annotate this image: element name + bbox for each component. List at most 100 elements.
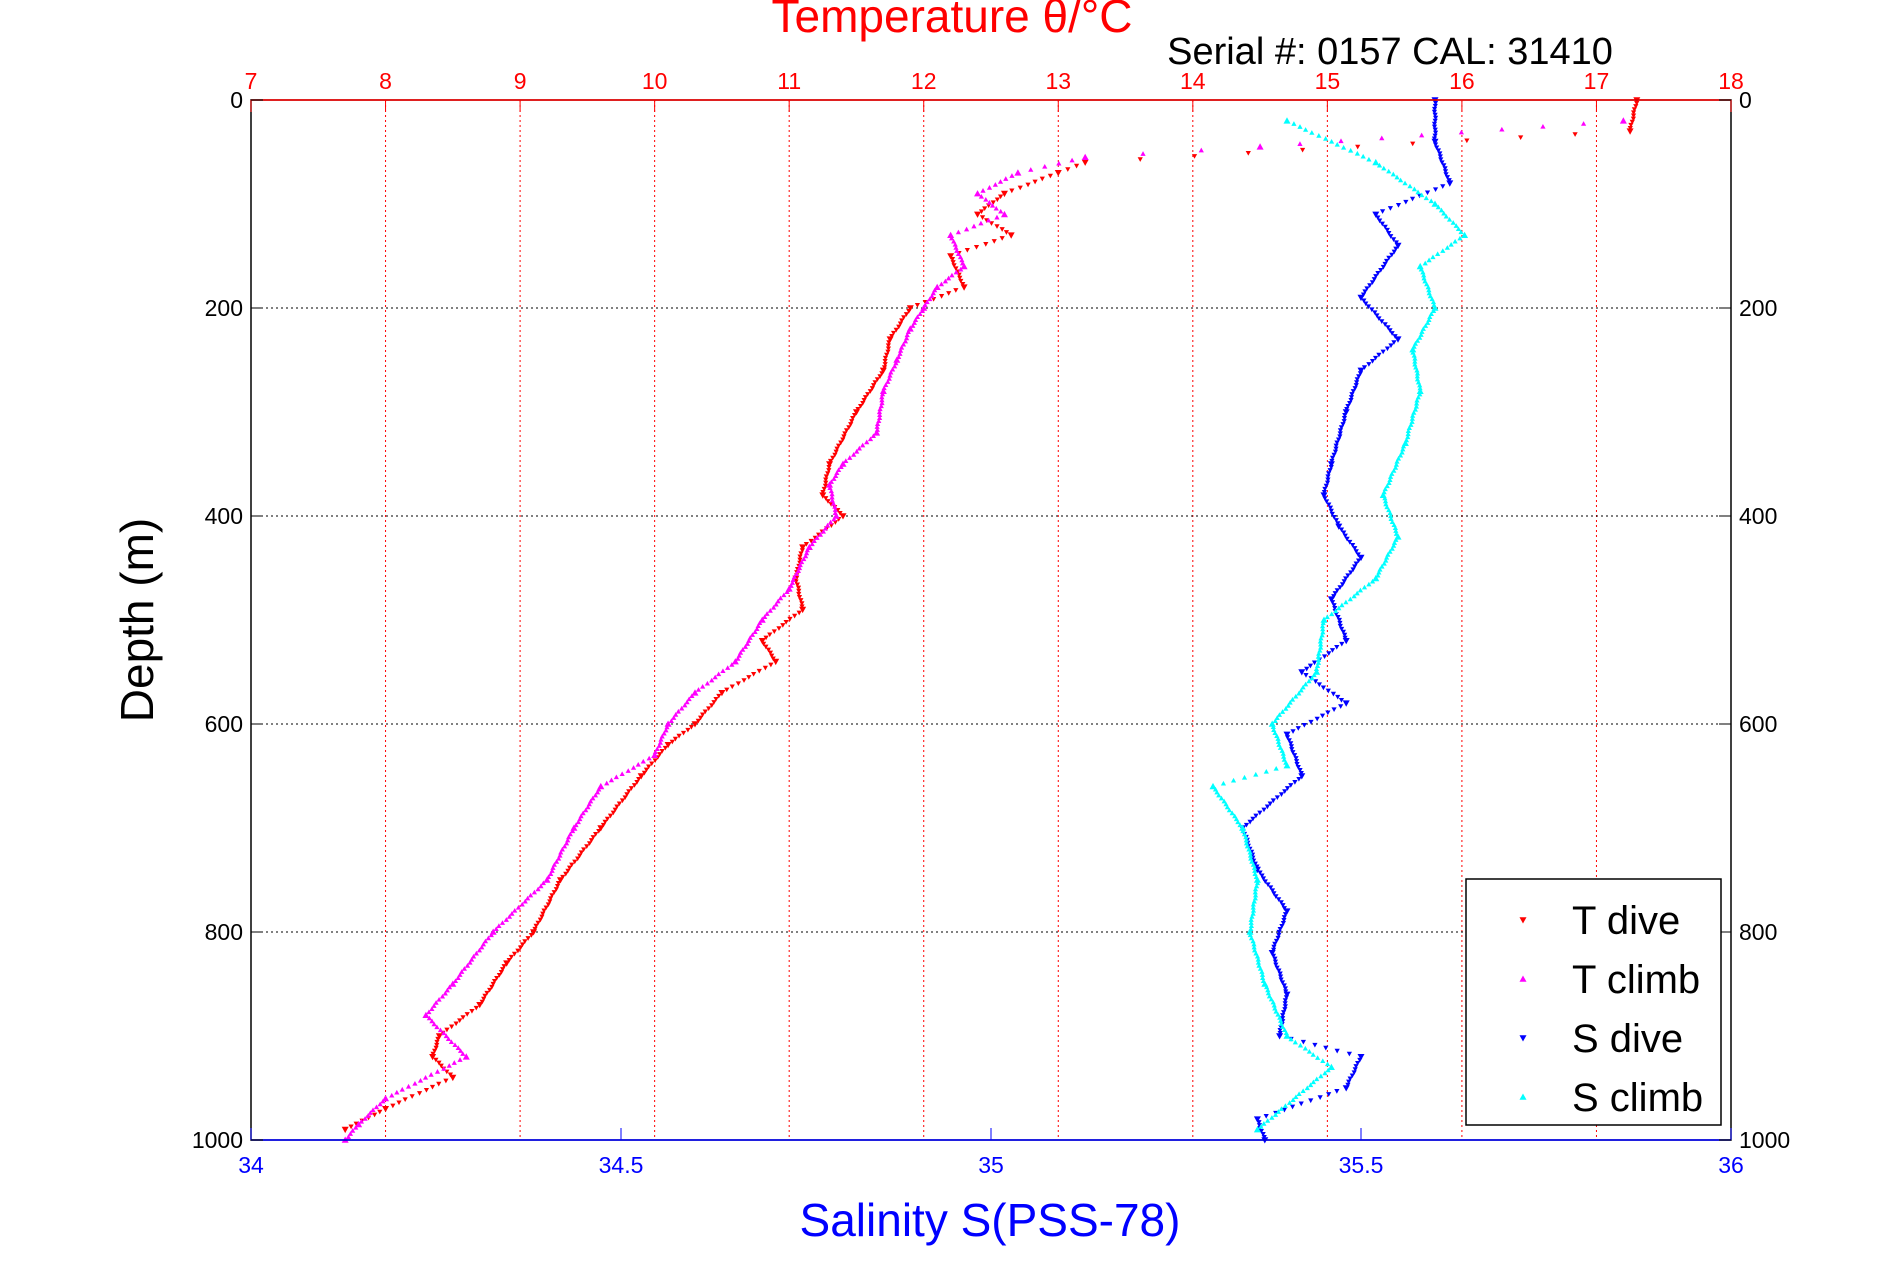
data-point xyxy=(1293,759,1300,764)
data-point xyxy=(1294,762,1300,767)
data-point xyxy=(954,248,960,253)
data-point xyxy=(1275,1109,1282,1114)
data-point xyxy=(1274,965,1280,971)
data-point xyxy=(1042,163,1048,169)
data-point xyxy=(1309,675,1315,681)
data-point xyxy=(1352,546,1358,551)
data-point xyxy=(545,902,551,908)
data-point xyxy=(1352,386,1358,391)
data-point xyxy=(1414,367,1420,373)
data-point xyxy=(1354,590,1360,596)
data-point xyxy=(1275,1011,1281,1017)
depth-tick-label-right: 800 xyxy=(1739,919,1777,945)
data-point xyxy=(1347,539,1353,545)
data-point xyxy=(1384,555,1390,560)
data-point xyxy=(493,926,499,932)
data-point xyxy=(1430,254,1436,260)
data-point xyxy=(613,774,619,780)
data-point xyxy=(448,1039,455,1045)
data-point xyxy=(1432,130,1439,136)
data-point xyxy=(1440,184,1446,189)
data-point xyxy=(1287,1100,1293,1105)
data-point xyxy=(763,644,769,650)
data-point xyxy=(573,822,579,828)
data-point xyxy=(1422,278,1428,284)
data-point xyxy=(879,400,885,406)
data-point xyxy=(1311,672,1317,678)
data-point xyxy=(543,905,549,911)
data-point xyxy=(1619,117,1627,124)
data-point xyxy=(1341,144,1347,150)
data-point xyxy=(1288,741,1294,746)
data-point xyxy=(1284,735,1291,740)
data-point xyxy=(1246,928,1254,935)
data-point xyxy=(1069,157,1075,163)
data-point xyxy=(1282,1027,1288,1032)
data-point xyxy=(1630,110,1637,116)
data-point xyxy=(735,681,741,687)
data-point xyxy=(1278,1106,1285,1111)
data-point xyxy=(594,789,601,795)
data-point xyxy=(1254,880,1261,886)
data-point xyxy=(423,1088,430,1093)
data-point xyxy=(826,481,834,488)
data-point xyxy=(1300,1088,1306,1094)
data-point xyxy=(842,431,848,437)
data-point xyxy=(1339,602,1345,608)
data-point xyxy=(1626,128,1634,135)
data-point xyxy=(1384,227,1390,233)
data-point xyxy=(974,211,982,218)
data-point xyxy=(823,496,829,501)
data-point xyxy=(1376,316,1382,321)
data-point xyxy=(422,1075,429,1080)
depth-tick-label-right: 0 xyxy=(1739,87,1752,113)
data-point xyxy=(1324,480,1331,486)
data-point xyxy=(809,541,815,547)
data-point xyxy=(370,1107,376,1113)
data-point xyxy=(903,312,910,317)
data-point xyxy=(1224,804,1230,810)
data-point xyxy=(1327,461,1335,468)
data-point xyxy=(1266,993,1273,999)
data-point xyxy=(871,383,877,388)
data-point xyxy=(1329,455,1336,461)
data-point xyxy=(1444,245,1450,250)
data-point xyxy=(1366,581,1372,587)
data-point xyxy=(1440,248,1446,253)
data-point xyxy=(434,1042,440,1048)
data-point xyxy=(1383,258,1390,264)
data-point xyxy=(1283,995,1290,1000)
data-point xyxy=(767,608,773,613)
data-point xyxy=(525,936,531,941)
data-point xyxy=(1338,704,1344,709)
data-point xyxy=(885,379,891,384)
data-point xyxy=(1320,629,1326,635)
data-point xyxy=(858,403,864,409)
data-point xyxy=(1337,623,1343,629)
data-point xyxy=(1357,371,1364,376)
data-point xyxy=(1354,380,1360,385)
data-point xyxy=(798,598,804,603)
salinity-tick-label: 34.5 xyxy=(599,1152,644,1178)
data-point xyxy=(1275,736,1281,741)
data-point xyxy=(1191,154,1198,159)
data-point xyxy=(1280,751,1286,756)
data-point xyxy=(1353,383,1359,388)
data-point xyxy=(1250,907,1257,913)
data-point xyxy=(1389,519,1395,525)
data-point xyxy=(1434,145,1440,151)
data-point xyxy=(1252,861,1258,867)
depth-tick-label-right: 600 xyxy=(1739,711,1777,737)
data-point xyxy=(1455,226,1462,232)
data-point xyxy=(770,604,777,610)
data-point xyxy=(1372,158,1380,166)
depth-tick-label: 200 xyxy=(205,295,243,321)
data-point xyxy=(1047,173,1053,179)
data-point xyxy=(1252,889,1258,895)
data-point xyxy=(729,662,735,667)
data-point xyxy=(831,476,837,481)
data-point xyxy=(1301,722,1307,728)
data-point xyxy=(763,635,769,641)
data-point xyxy=(682,702,688,708)
data-point xyxy=(1318,1073,1324,1079)
